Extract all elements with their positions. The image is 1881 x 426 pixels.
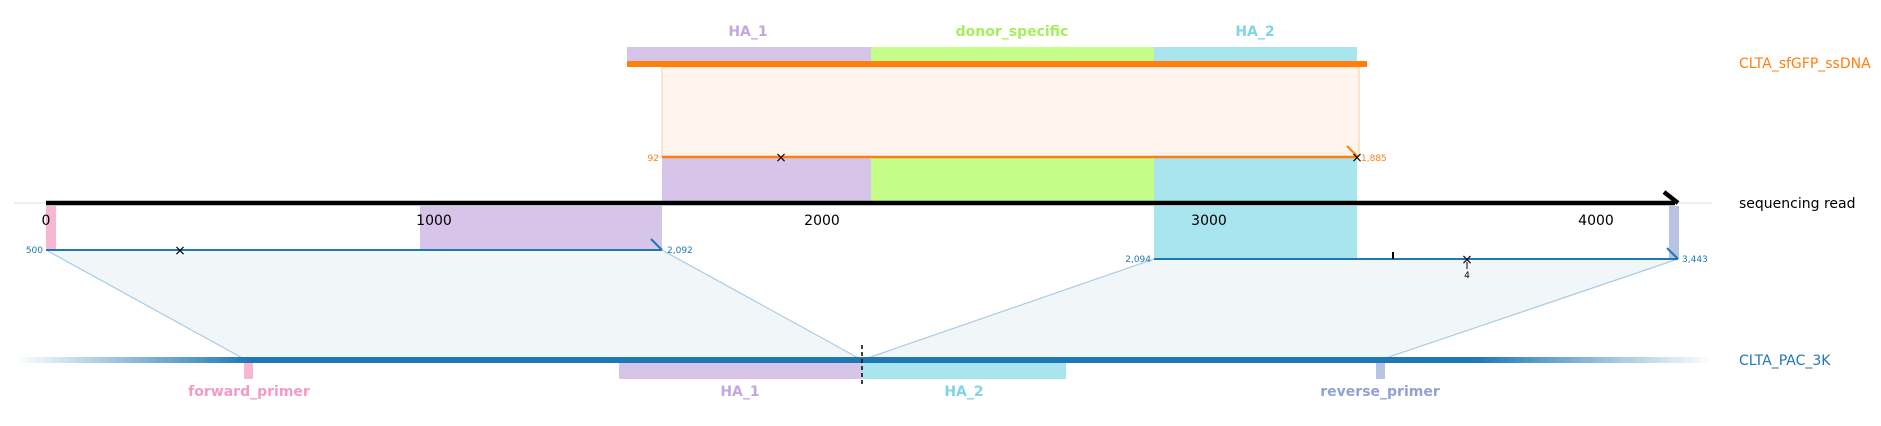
reference-alignment-edge xyxy=(45,249,247,361)
reference-alignment-edge xyxy=(1379,258,1679,361)
reference-alignment-end-label: 3,443 xyxy=(1682,255,1708,265)
reference-feature-ha2 xyxy=(862,363,1066,379)
reference-alignment-shade-right xyxy=(862,259,1678,360)
read-axis-tick-label: 3000 xyxy=(1191,213,1227,229)
ssdna-alignment-end-tick xyxy=(1346,145,1359,158)
ssdna-feature-donor-specific xyxy=(871,47,1154,61)
reference-feature-label: HA_1 xyxy=(720,384,759,400)
read-axis-tick-label: 4000 xyxy=(1578,213,1614,229)
reference-alignment-edge xyxy=(661,249,863,361)
read-axis-tick-label: 1000 xyxy=(416,213,452,229)
mismatch-marker: × xyxy=(1461,252,1473,268)
reference-alignment-start-label: 500 xyxy=(26,246,43,256)
read-projection-ha1-reference xyxy=(420,206,662,250)
ssdna-feature-ha2 xyxy=(1154,47,1357,61)
read-projection-ha2-reference xyxy=(1154,206,1357,259)
read-axis-arrowhead xyxy=(1662,190,1680,205)
ssdna-alignment-start-label: 92 xyxy=(648,154,659,164)
reference-feature-ha1 xyxy=(619,363,862,379)
read-axis-tick-label: 2000 xyxy=(804,213,840,229)
reference-alignment-start-label: 2,094 xyxy=(1125,255,1151,265)
read-name: sequencing read xyxy=(1739,196,1855,212)
ssdna-feature-label: HA_1 xyxy=(728,24,767,40)
ssdna-alignment-shade xyxy=(661,66,1360,158)
read-projection-ha2-ssdna xyxy=(1154,157,1357,203)
read-axis-tick-label: 0 xyxy=(42,213,51,229)
ssdna-name: CLTA_sfGFP_ssDNA xyxy=(1739,56,1871,72)
reference-feature-label: reverse_primer xyxy=(1320,384,1440,400)
ssdna-alignment-end-label: 1,885 xyxy=(1361,154,1387,164)
mismatch-marker: × xyxy=(775,150,787,166)
ssdna-bar xyxy=(627,61,1367,67)
read-projection-reverse-primer xyxy=(1669,206,1679,259)
reference-name: CLTA_PAC_3K xyxy=(1739,353,1831,369)
reference-feature-label: forward_primer xyxy=(188,384,310,400)
read-projection-donor-ssdna xyxy=(871,157,1154,203)
read-projection-ha1-ssdna xyxy=(662,157,871,203)
reference-alignment-end-tick xyxy=(650,238,663,251)
reference-feature-reverse-primer xyxy=(1376,363,1385,379)
annotation-label: 4 xyxy=(1464,271,1470,281)
reference-alignment-edge xyxy=(861,258,1155,361)
reference-alignment-end-tick xyxy=(1666,247,1679,260)
reference-feature-label: HA_2 xyxy=(944,384,983,400)
read-projection-forward-primer xyxy=(46,206,56,250)
reference-feature-forward-primer xyxy=(244,363,253,379)
mismatch-marker: × xyxy=(174,243,186,259)
reference-alignment-shade-left xyxy=(46,250,862,360)
ssdna-feature-ha1 xyxy=(627,47,871,61)
mismatch-marker: × xyxy=(1351,150,1363,166)
ssdna-feature-label: HA_2 xyxy=(1235,24,1274,40)
reference-alignment-end-label: 2,092 xyxy=(667,246,693,256)
reference-bar xyxy=(14,357,1712,363)
ssdna-feature-label: donor_specific xyxy=(956,24,1069,40)
